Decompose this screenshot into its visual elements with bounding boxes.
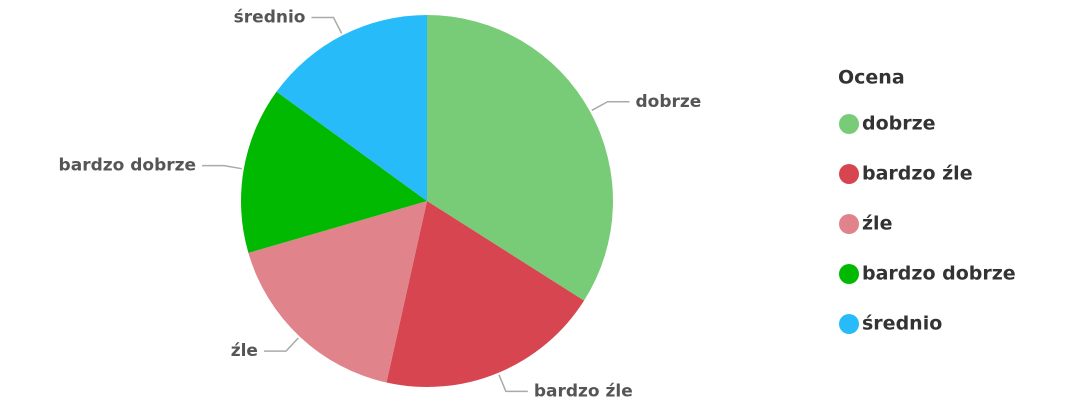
slice-label: bardzo dobrze: [59, 156, 197, 176]
legend-swatch: [839, 214, 859, 234]
leader-line: [591, 101, 630, 112]
legend-swatch: [839, 314, 859, 334]
leader-line: [202, 164, 242, 170]
legend-title: Ocena: [838, 67, 905, 89]
pie-slice: [241, 91, 427, 253]
slice-label: źle: [231, 341, 258, 361]
pie-slice: [248, 201, 427, 383]
leader-line: [311, 16, 343, 34]
legend-label: dobrze: [862, 113, 936, 135]
legend-swatch: [839, 264, 859, 284]
legend-label: bardzo źle: [862, 163, 973, 185]
legend-swatch: [839, 114, 859, 134]
slice-label: bardzo źle: [534, 381, 633, 401]
legend-label: średnio: [862, 313, 942, 335]
pie-slice: [386, 201, 585, 387]
pie-slice: [427, 15, 613, 301]
legend-label: źle: [862, 213, 892, 235]
leader-line: [263, 337, 299, 352]
slice-label: średnio: [234, 7, 306, 27]
slice-label: dobrze: [636, 92, 702, 112]
legend-swatch: [839, 164, 859, 184]
leader-line: [498, 374, 528, 393]
legend-label: bardzo dobrze: [862, 263, 1016, 285]
pie-slice: [276, 14, 427, 201]
